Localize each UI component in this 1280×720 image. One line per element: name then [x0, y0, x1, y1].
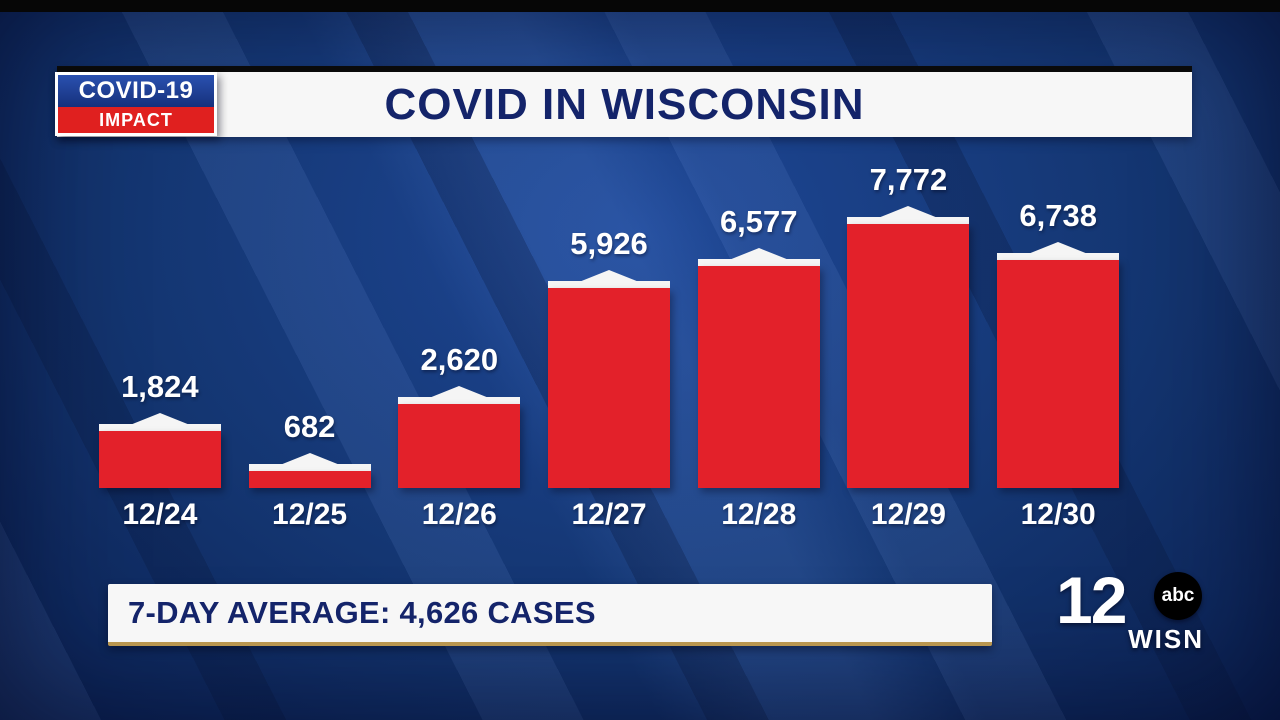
page-title: COVID IN WISCONSIN	[384, 79, 865, 129]
badge-impact-label: IMPACT	[58, 107, 214, 133]
bar-cap	[248, 464, 371, 471]
chart-column: 6,577 12/28	[684, 156, 834, 536]
bar-cap	[997, 253, 1120, 260]
bar-cap-peak	[1028, 242, 1089, 254]
bar-cap-peak	[129, 413, 190, 425]
bar-date-label: 12/28	[721, 498, 797, 531]
bar	[98, 431, 221, 488]
chart-column: 7,772 12/29	[834, 156, 984, 536]
chart-column: 2,620 12/26	[384, 156, 534, 536]
badge-covid19-label: COVID-19	[58, 75, 214, 108]
bar	[248, 471, 371, 488]
bar-date-label: 12/30	[1020, 498, 1096, 531]
bar	[697, 266, 820, 488]
bar	[847, 224, 970, 488]
bar-value-label: 1,824	[121, 369, 199, 404]
chart-column: 682 12/25	[235, 156, 385, 536]
chart-column: 6,738 12/30	[983, 156, 1133, 536]
top-black-bar	[0, 0, 1280, 12]
bar-cap-peak	[579, 270, 640, 282]
bar-cap	[398, 397, 521, 404]
bar-cap	[548, 281, 671, 288]
bar-chart: 1,824 12/24 682 12/25 2,620 12/26 5,926 12/27 6,…	[85, 156, 1133, 536]
bar-value-label: 2,620	[420, 342, 499, 377]
bar-date-label: 12/26	[421, 498, 497, 531]
bar-value-label: 682	[283, 409, 336, 444]
bar-cap	[98, 424, 221, 431]
bar	[398, 404, 521, 488]
header-banner: COVID IN WISCONSIN	[57, 66, 1192, 137]
bar-date-label: 12/24	[122, 498, 198, 531]
bar-cap	[847, 217, 970, 224]
covid19-impact-badge: COVID-19 IMPACT	[55, 72, 217, 136]
bar-date-label: 12/29	[870, 498, 946, 531]
bar-cap-peak	[878, 206, 939, 218]
bar-cap	[697, 259, 820, 266]
station-call-sign: WISN	[1128, 624, 1204, 654]
bar-value-label: 5,926	[570, 226, 648, 261]
bar-cap-peak	[728, 248, 789, 260]
bar-value-label: 6,738	[1019, 198, 1097, 233]
bar-date-label: 12/27	[571, 498, 647, 531]
channel-12-logo: 12	[1056, 563, 1127, 637]
abc-network-icon: abc	[1154, 572, 1202, 620]
bar	[548, 288, 671, 488]
bar-value-label: 7,772	[869, 162, 948, 197]
chart-column: 1,824 12/24	[85, 156, 235, 536]
wisn-logo: 12 abc WISN	[1050, 563, 1210, 662]
bar-date-label: 12/25	[272, 498, 348, 531]
chart-column: 5,926 12/27	[534, 156, 684, 536]
bar-cap-peak	[279, 453, 340, 465]
bar-cap-peak	[429, 386, 490, 398]
average-label: 7-DAY AVERAGE: 4,626 CASES	[128, 595, 596, 630]
bar	[997, 260, 1120, 488]
footer-banner: 7-DAY AVERAGE: 4,626 CASES	[108, 584, 992, 646]
bar-value-label: 6,577	[719, 204, 798, 239]
